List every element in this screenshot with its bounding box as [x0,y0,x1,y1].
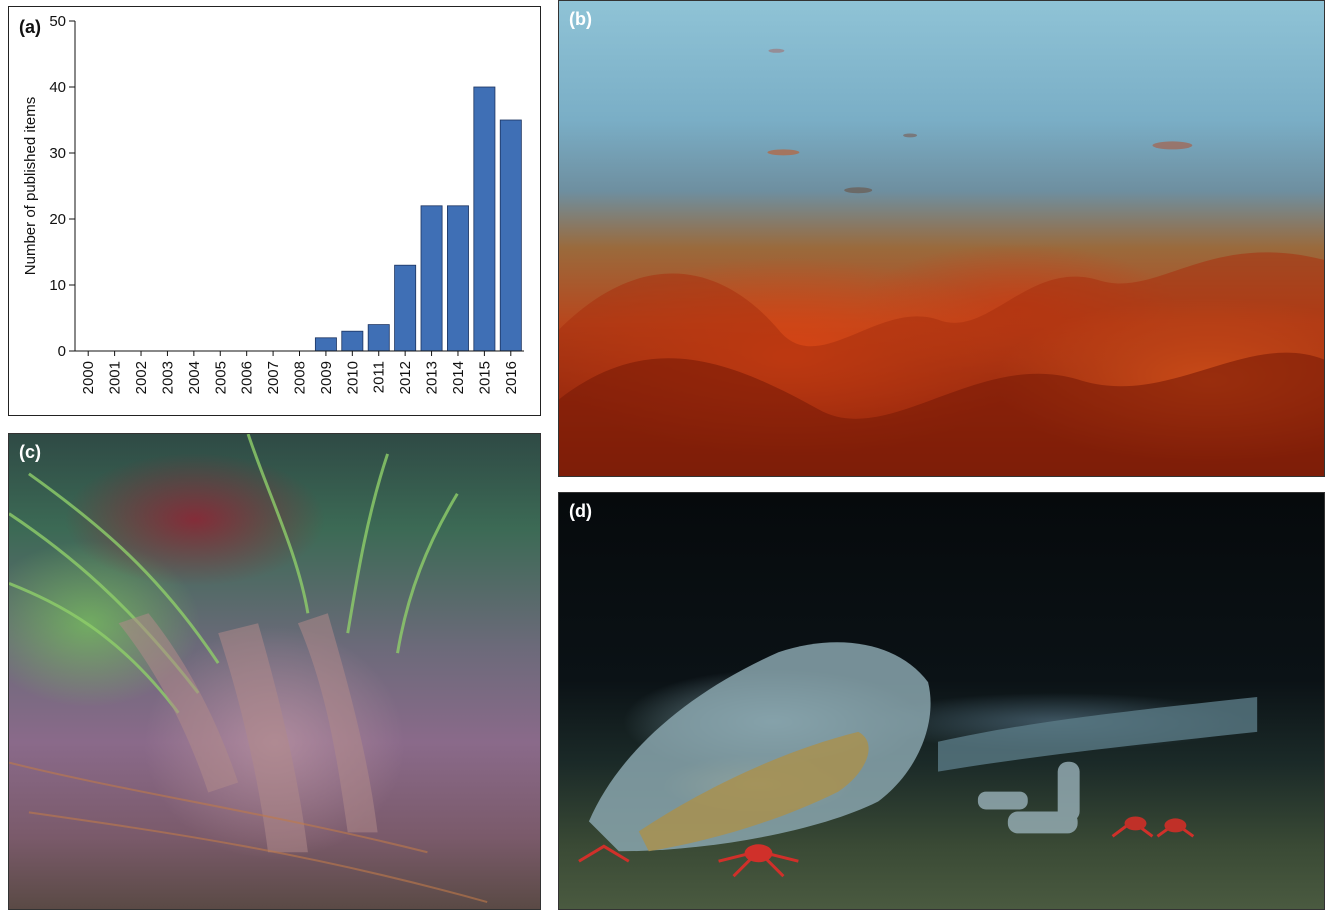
x-tick-label: 2007 [265,361,282,394]
bar-chart: 0 10 20 30 40 50 2000 2001 2002 2003 2004 2005 2006… [22,13,524,394]
panel-label-c: (c) [19,442,41,462]
bar-2009 [314,337,337,352]
x-tick-label: 2016 [503,361,520,394]
x-tick-label: 2011 [371,361,388,393]
y-tick-label: 10 [49,277,66,294]
bar-2011 [367,324,390,352]
x-tick-label: 2012 [397,361,414,394]
x-tick-label: 2015 [476,361,493,394]
bar-2014 [447,205,469,352]
bar-2012 [394,264,417,352]
bar-2013 [420,205,443,352]
x-axis-ticks: 2000 2001 2002 2003 2004 2005 2006 2007 2008 2009… [75,350,524,394]
panel-b-photo: (b) [558,0,1325,477]
y-tick-label: 20 [49,211,66,228]
panel-c-photo: (c) [8,433,541,910]
x-tick-label: 2003 [159,361,176,394]
y-axis-title: Number of published items [22,97,39,275]
panel-d-photo: (d) [558,492,1325,910]
bar-series [314,86,522,352]
x-tick-label: 2013 [424,361,441,394]
x-tick-label: 2014 [450,361,467,394]
x-tick-label: 2009 [318,361,335,394]
whale-skeleton-image [578,642,1258,878]
panel-label-d: (d) [569,501,592,521]
x-tick-label: 2001 [107,361,124,394]
panel-a-chart: 0 10 20 30 40 50 2000 2001 2002 2003 2004 2005 2006… [8,6,541,416]
y-tick-label: 40 [49,79,66,96]
bar-2015 [473,86,496,352]
panel-label-a: (a) [19,17,41,37]
x-tick-label: 2000 [80,361,97,394]
y-tick-label: 50 [49,13,66,30]
x-tick-label: 2006 [239,361,256,394]
x-tick-label: 2002 [133,361,150,394]
y-axis-ticks: 0 10 20 30 40 50 [49,13,75,360]
x-tick-label: 2005 [212,361,229,394]
bar-2016 [499,119,522,352]
seagrass-kelp-image [9,434,488,903]
x-tick-label: 2004 [186,361,203,394]
y-tick-label: 30 [49,145,66,162]
y-tick-label: 0 [58,343,66,360]
x-tick-label: 2010 [344,361,361,394]
panel-label-b: (b) [569,9,592,29]
bar-2010 [341,330,364,352]
x-tick-label: 2008 [292,361,309,394]
kelp-forest-image [559,48,1324,476]
